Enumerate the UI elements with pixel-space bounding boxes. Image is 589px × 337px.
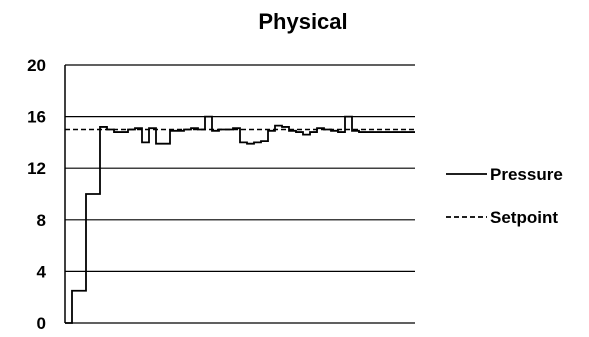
y-tick-label: 12 xyxy=(27,159,46,178)
y-tick-label: 20 xyxy=(27,56,46,75)
series-lines xyxy=(65,115,415,324)
legend-label-setpoint: Setpoint xyxy=(490,208,558,227)
chart-title: Physical xyxy=(258,9,347,34)
legend: Pressure Setpoint xyxy=(446,165,563,227)
y-tick-label: 0 xyxy=(37,314,46,333)
y-tick-label: 16 xyxy=(27,108,46,127)
gridlines xyxy=(65,64,415,324)
y-tick-labels: 0 4 8 12 16 20 xyxy=(27,56,46,333)
y-tick-label: 8 xyxy=(37,211,46,230)
y-tick-label: 4 xyxy=(37,262,47,281)
series-line-pressure xyxy=(65,115,415,324)
legend-label-pressure: Pressure xyxy=(490,165,563,184)
